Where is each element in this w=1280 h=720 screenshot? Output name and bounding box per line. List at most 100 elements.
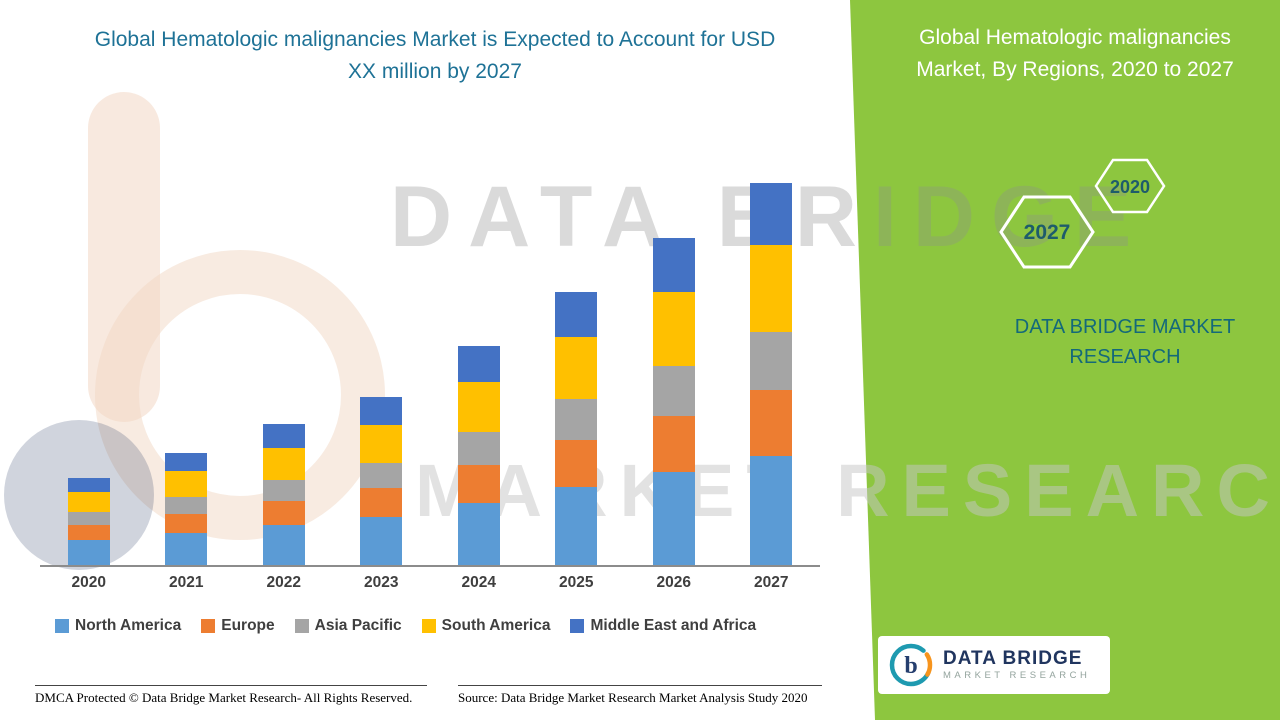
bar-segment-asia-pacific — [457, 432, 500, 465]
bar-segment-south-america — [262, 448, 305, 480]
x-axis-label: 2027 — [754, 574, 789, 591]
bar-segment-europe — [457, 465, 500, 503]
bar-segment-south-america — [360, 425, 403, 463]
logo-swirl-icon: b — [889, 643, 933, 687]
bar-segment-asia-pacific — [750, 332, 793, 390]
x-axis-label: 2025 — [559, 574, 594, 591]
logo-name: DATA BRIDGE — [943, 647, 1083, 669]
hexagon-2027-outline — [999, 195, 1095, 269]
bar-column-2027 — [723, 183, 821, 565]
bar-segment-north-america — [652, 472, 695, 565]
legend-swatch — [201, 619, 216, 633]
bar-segment-south-america — [165, 471, 208, 497]
bar-column-2020 — [40, 478, 138, 565]
bar-segment-middle-east-and-africa — [457, 346, 500, 382]
legend-label: Middle East and Africa — [590, 617, 757, 634]
logo-text-block: DATA BRIDGE MARKET RESEARCH — [943, 648, 1090, 683]
legend-item-north-america: North America — [55, 617, 181, 635]
bar-segment-europe — [652, 416, 695, 472]
bar-segment-south-america — [457, 382, 500, 432]
bar-segment-middle-east-and-africa — [165, 453, 208, 471]
bar-segment-asia-pacific — [262, 480, 305, 501]
bar-segment-europe — [360, 488, 403, 517]
source-note: Source: Data Bridge Market Research Mark… — [458, 685, 822, 706]
stacked-bar-2027 — [750, 183, 793, 565]
legend-swatch — [570, 619, 585, 633]
stacked-bar-2021 — [165, 453, 208, 565]
bar-segment-middle-east-and-africa — [750, 183, 793, 245]
bar-segment-north-america — [67, 540, 110, 565]
x-axis-label: 2020 — [71, 574, 106, 591]
bar-segment-north-america — [457, 503, 500, 565]
dmca-notice: DMCA Protected © Data Bridge Market Rese… — [35, 685, 427, 706]
bar-segment-middle-east-and-africa — [360, 397, 403, 425]
bar-segment-europe — [67, 525, 110, 540]
year-hexagons: 2027 2020 — [999, 158, 1166, 269]
bar-segment-north-america — [360, 517, 403, 565]
bar-segment-asia-pacific — [165, 497, 208, 514]
x-axis-labels: 2020 2021 2022 2023 2024 2025 2026 2027 — [40, 574, 820, 592]
bar-column-2024 — [430, 346, 528, 565]
bar-segment-south-america — [555, 337, 598, 399]
bar-column-2022 — [235, 424, 333, 565]
bar-segment-north-america — [262, 525, 305, 565]
stacked-bar-2026 — [652, 238, 695, 565]
legend-item-south-america: South America — [421, 617, 551, 635]
bar-segment-south-america — [750, 245, 793, 332]
bar-segment-europe — [555, 440, 598, 487]
legend-label: South America — [441, 617, 551, 634]
company-logo: b DATA BRIDGE MARKET RESEARCH — [878, 636, 1110, 694]
x-axis-label: 2026 — [656, 574, 691, 591]
bar-segment-europe — [165, 514, 208, 533]
bar-segment-middle-east-and-africa — [262, 424, 305, 448]
bar-segment-asia-pacific — [652, 366, 695, 416]
legend-swatch — [55, 619, 69, 633]
bar-column-2026 — [625, 238, 723, 565]
chart-legend: North America Europe Asia Pacific South Ame… — [55, 617, 756, 635]
x-axis-label: 2023 — [364, 574, 399, 591]
bar-segment-europe — [750, 390, 793, 456]
x-axis-label: 2022 — [266, 574, 301, 591]
hexagon-2020-outline — [1094, 158, 1166, 214]
stacked-bar-2022 — [262, 424, 305, 565]
legend-swatch — [294, 619, 309, 633]
bar-segment-north-america — [750, 456, 793, 565]
hexagon-2027-label: 2027 — [1024, 221, 1071, 244]
bar-segment-north-america — [165, 533, 208, 565]
bar-column-2025 — [528, 292, 626, 565]
x-axis-label: 2024 — [461, 574, 496, 591]
bar-segment-asia-pacific — [360, 463, 403, 488]
legend-item-asia-pacific: Asia Pacific — [294, 617, 402, 635]
stacked-bar-2020 — [67, 478, 110, 565]
legend-swatch — [421, 619, 436, 633]
bar-segment-south-america — [652, 292, 695, 366]
logo-mark: b — [904, 653, 917, 679]
legend-label: Asia Pacific — [314, 617, 402, 634]
bar-segment-asia-pacific — [67, 512, 110, 525]
bar-segment-europe — [262, 501, 305, 525]
bar-segment-north-america — [555, 487, 598, 565]
legend-label: North America — [75, 617, 182, 634]
bar-segment-south-america — [67, 492, 110, 512]
stacked-bar-2024 — [457, 346, 500, 565]
bar-segment-middle-east-and-africa — [555, 292, 598, 337]
legend-item-middle-east-and-africa: Middle East and Africa — [570, 617, 756, 635]
bar-column-2023 — [333, 397, 431, 565]
stacked-bar-2025 — [555, 292, 598, 565]
brand-caption: DATA BRIDGE MARKET RESEARCH — [1014, 316, 1236, 368]
legend-item-europe: Europe — [201, 617, 275, 635]
bar-column-2021 — [138, 453, 236, 565]
page-title: Global Hematologic malignancies Market i… — [94, 28, 776, 83]
hexagon-2020-label: 2020 — [1110, 177, 1150, 197]
bars-area — [40, 170, 820, 567]
bar-segment-middle-east-and-africa — [67, 478, 110, 492]
logo-subtitle: MARKET RESEARCH — [943, 670, 1091, 682]
stacked-bar-2023 — [360, 397, 403, 565]
bar-segment-asia-pacific — [555, 399, 598, 440]
bar-segment-middle-east-and-africa — [652, 238, 695, 292]
green-side-panel — [850, 0, 1280, 720]
bar-chart: 2020 2021 2022 2023 2024 2025 2026 2027 — [40, 170, 820, 592]
legend-label: Europe — [221, 617, 275, 634]
right-panel-title: Global Hematologic malignancies Market, … — [916, 26, 1234, 81]
